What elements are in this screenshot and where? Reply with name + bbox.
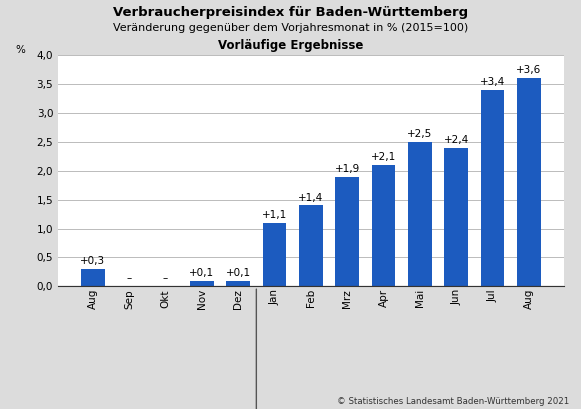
Bar <box>408 142 432 286</box>
Bar <box>335 177 359 286</box>
Text: %: % <box>15 45 25 55</box>
Text: Verbraucherpreisindex für Baden-Württemberg: Verbraucherpreisindex für Baden-Württemb… <box>113 6 468 19</box>
Bar <box>227 281 250 286</box>
Text: +2,4: +2,4 <box>443 135 469 145</box>
Bar <box>190 281 214 286</box>
Text: Vorläufige Ergebnisse: Vorläufige Ergebnisse <box>218 39 363 52</box>
Text: +2,5: +2,5 <box>407 129 432 139</box>
Bar <box>517 79 540 286</box>
Text: +0,1: +0,1 <box>225 267 251 278</box>
Text: +1,1: +1,1 <box>262 210 287 220</box>
Text: –: – <box>163 273 168 283</box>
Bar <box>372 165 395 286</box>
Text: +3,6: +3,6 <box>516 65 541 75</box>
Bar <box>263 223 286 286</box>
Text: +1,9: +1,9 <box>335 164 360 174</box>
Text: +3,4: +3,4 <box>480 77 505 87</box>
Text: +0,3: +0,3 <box>80 256 105 266</box>
Bar <box>81 269 105 286</box>
Text: +2,1: +2,1 <box>371 152 396 162</box>
Text: Veränderung gegenüber dem Vorjahresmonat in % (2015=100): Veränderung gegenüber dem Vorjahresmonat… <box>113 23 468 33</box>
Text: © Statistisches Landesamt Baden-Württemberg 2021: © Statistisches Landesamt Baden-Württemb… <box>337 397 569 406</box>
Bar <box>299 205 322 286</box>
Text: +1,4: +1,4 <box>298 193 324 202</box>
Bar <box>480 90 504 286</box>
Bar <box>444 148 468 286</box>
Text: +0,1: +0,1 <box>189 267 214 278</box>
Text: –: – <box>127 273 132 283</box>
